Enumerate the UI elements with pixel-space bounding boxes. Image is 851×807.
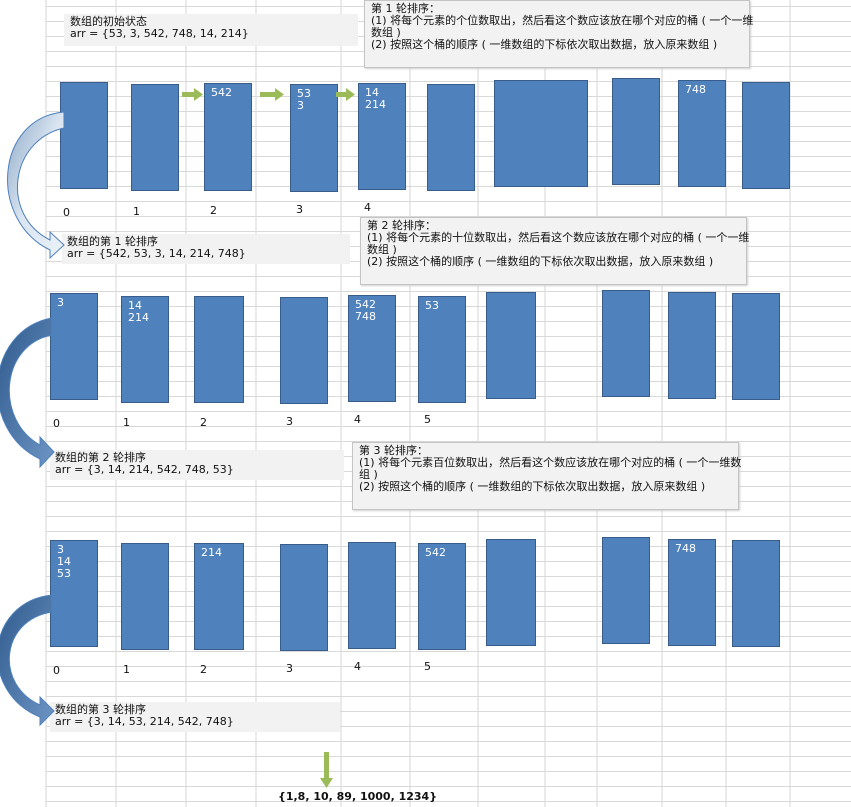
round2-index-4: 4 [354, 413, 361, 426]
round2-result-array: arr = {3, 14, 214, 542, 748, 53} [55, 463, 234, 476]
round1-step2: (2) 按照这个桶的顺序 ( 一维数组的下标依次取出数据，放入原来数组 ) [371, 38, 718, 51]
round1-bucket-3: 53 3 [290, 84, 338, 192]
final-result-text: {1,8, 10, 89, 1000, 1234} [278, 790, 438, 803]
round3-index-4: 4 [354, 660, 361, 673]
round1-bucket-1 [131, 84, 179, 191]
round1-bucket-0 [60, 82, 108, 189]
round2-index-2: 2 [200, 416, 207, 429]
round3-bucket-1 [121, 543, 169, 650]
initial-state-title: 数组的初始状态 [70, 15, 147, 28]
round3-step1: (1) 将每个元素百位数取出，然后看这个数应该放在哪个对应的桶 ( 一个一维数 … [359, 456, 742, 481]
round2-bucket-2 [194, 296, 244, 403]
round3-description: 第 3 轮排序： (1) 将每个元素百位数取出，然后看这个数应该放在哪个对应的桶… [352, 442, 742, 510]
initial-state-box: 数组的初始状态 arr = {53, 3, 542, 748, 14, 214} [64, 14, 358, 46]
round2-index-0: 0 [53, 417, 60, 430]
round3-index-0: 0 [53, 664, 60, 677]
round2-title: 第 2 轮排序： [367, 219, 436, 232]
round1-index-4: 4 [364, 201, 371, 214]
round3-index-5: 5 [424, 660, 431, 673]
round2-bucket-0: 3 [50, 293, 98, 400]
round3-bucket-5: 542 [418, 543, 466, 650]
round3-result-array: arr = {3, 14, 53, 214, 542, 748} [55, 715, 234, 728]
round2-bucket-3 [280, 297, 328, 404]
round3-step2: (2) 按照这个桶的顺序 ( 一维数组的下标依次取出数据，放入原来数组 ) [359, 480, 706, 493]
round1-step1: (1) 将每个元素的个位数取出，然后看这个数应该放在哪个对应的桶 ( 一个一维 … [371, 14, 754, 39]
round1-title: 第 1 轮排序： [371, 2, 440, 15]
round3-title: 第 3 轮排序： [359, 444, 428, 457]
round1-result-title: 数组的第 1 轮排序 [67, 235, 158, 248]
round1-index-2: 2 [210, 204, 217, 217]
round2-bucket-1: 14 214 [121, 296, 169, 403]
round3-result-title: 数组的第 3 轮排序 [55, 703, 146, 716]
round2-bucket-5: 53 [418, 296, 466, 403]
round1-index-1: 1 [133, 205, 140, 218]
round3-index-2: 2 [200, 663, 207, 676]
round2-bucket-4: 542 748 [348, 295, 396, 402]
round2-step1: (1) 将每个元素的十位数取出，然后看这个数应该放在哪个对应的桶 ( 一个一维 … [367, 231, 750, 256]
round3-result-box: 数组的第 3 轮排序 arr = {3, 14, 53, 214, 542, 7… [50, 702, 340, 732]
round2-index-1: 1 [123, 416, 130, 429]
round3-bucket-7 [602, 537, 650, 644]
round1-bucket-7 [612, 78, 660, 185]
round3-bucket-6 [486, 539, 536, 646]
round3-index-3: 3 [286, 662, 293, 675]
round2-index-3: 3 [286, 415, 293, 428]
round3-bucket-0: 3 14 53 [50, 540, 98, 647]
round3-bucket-3 [280, 544, 328, 651]
round1-description: 第 1 轮排序： (1) 将每个元素的个位数取出，然后看这个数应该放在哪个对应的… [364, 0, 754, 68]
round1-bucket-8: 748 [678, 80, 726, 187]
round3-bucket-8: 748 [668, 539, 716, 646]
round2-bucket-8 [668, 292, 716, 399]
initial-state-array: arr = {53, 3, 542, 748, 14, 214} [70, 27, 249, 40]
round3-bucket-4 [348, 542, 396, 649]
round3-bucket-9 [732, 540, 780, 647]
round2-bucket-9 [732, 293, 780, 400]
round2-bucket-7 [602, 290, 650, 397]
round1-index-0: 0 [63, 206, 70, 219]
round2-result-box: 数组的第 2 轮排序 arr = {3, 14, 214, 542, 748, … [50, 450, 344, 480]
round1-bucket-4: 14 214 [358, 83, 406, 190]
round1-bucket-6 [494, 80, 588, 187]
round2-step2: (2) 按照这个桶的顺序 ( 一维数组的下标依次取出数据，放入原来数组 ) [367, 255, 714, 268]
round2-index-5: 5 [424, 413, 431, 426]
round3-bucket-2: 214 [194, 543, 244, 650]
round3-index-1: 1 [123, 663, 130, 676]
round1-result-box: 数组的第 1 轮排序 arr = {542, 53, 3, 14, 214, 7… [62, 234, 350, 264]
round1-result-array: arr = {542, 53, 3, 14, 214, 748} [67, 247, 246, 260]
round1-index-3: 3 [296, 203, 303, 216]
round2-bucket-6 [486, 292, 536, 399]
round2-result-title: 数组的第 2 轮排序 [55, 451, 146, 464]
round1-bucket-2: 542 [204, 83, 252, 191]
round2-description: 第 2 轮排序： (1) 将每个元素的十位数取出，然后看这个数应该放在哪个对应的… [360, 217, 750, 285]
round1-bucket-5 [427, 84, 475, 191]
round1-bucket-9 [742, 82, 790, 189]
